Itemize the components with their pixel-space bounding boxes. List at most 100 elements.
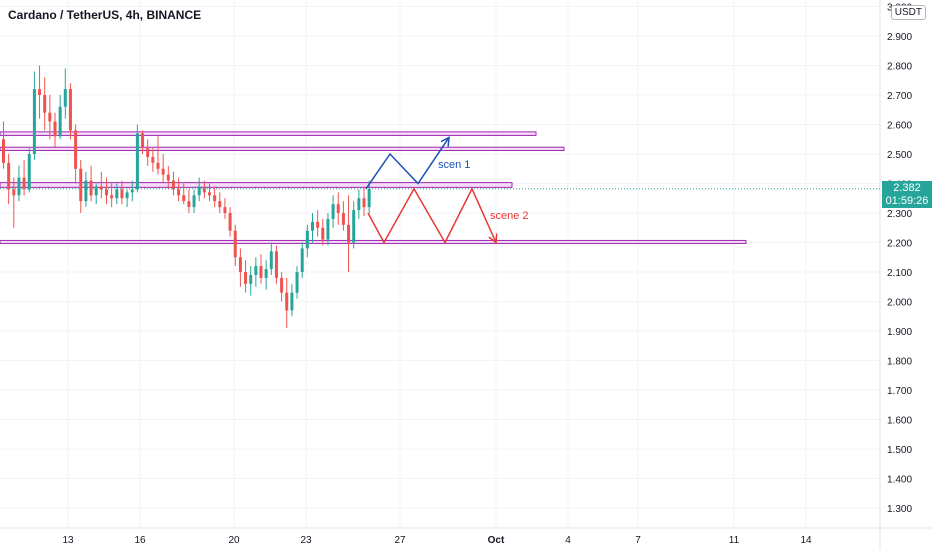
y-tick-label: 2.700 — [887, 91, 912, 102]
candle-body[interactable] — [99, 186, 103, 190]
y-tick-label: 1.400 — [887, 475, 912, 486]
x-tick-label: Oct — [488, 535, 505, 546]
candle-body[interactable] — [58, 106, 62, 137]
candle-body[interactable] — [192, 195, 196, 208]
candle-body[interactable] — [89, 180, 93, 196]
candle-body[interactable] — [218, 201, 222, 208]
candle-body[interactable] — [208, 192, 211, 196]
candle-body[interactable] — [295, 272, 299, 293]
candle-body[interactable] — [305, 230, 309, 249]
candle-body[interactable] — [357, 198, 361, 211]
candle-body[interactable] — [223, 207, 227, 213]
candle-body[interactable] — [264, 269, 268, 278]
candle-body[interactable] — [182, 195, 186, 202]
candle-body[interactable] — [63, 89, 67, 107]
candle-body[interactable] — [151, 156, 155, 163]
candle-body[interactable] — [285, 292, 289, 311]
candle-body[interactable] — [316, 221, 320, 228]
candle-body[interactable] — [17, 177, 21, 196]
candle-body[interactable] — [135, 133, 139, 190]
support-resistance-zone[interactable] — [0, 131, 537, 136]
y-tick-label: 2.800 — [887, 62, 912, 73]
candle-body[interactable] — [12, 189, 16, 196]
candle-body[interactable] — [74, 130, 78, 169]
candle-body[interactable] — [238, 257, 242, 272]
candle-body[interactable] — [300, 248, 304, 272]
support-resistance-zone[interactable] — [0, 146, 565, 151]
candle-body[interactable] — [105, 189, 108, 196]
candle-body[interactable] — [311, 221, 314, 231]
scenario-arrow-head — [488, 233, 498, 244]
x-tick-label: 20 — [228, 535, 240, 546]
candle-body[interactable] — [120, 189, 124, 199]
x-tick-label: 27 — [394, 535, 406, 546]
candle-body[interactable] — [43, 95, 47, 113]
y-tick-label: 2.200 — [887, 239, 912, 250]
candle-body[interactable] — [228, 213, 232, 231]
scenario-path[interactable] — [367, 187, 497, 245]
candle-body[interactable] — [202, 186, 206, 193]
x-tick-label: 4 — [565, 535, 571, 546]
candle-body[interactable] — [280, 277, 284, 293]
candle-body[interactable] — [326, 218, 330, 240]
y-tick-label: 1.300 — [887, 504, 912, 515]
candle-body[interactable] — [94, 186, 98, 196]
candle-body[interactable] — [347, 224, 351, 243]
candle-body[interactable] — [27, 154, 31, 190]
candle-body[interactable] — [125, 192, 129, 199]
candle-body[interactable] — [331, 204, 335, 219]
last-price-value: 2.382 — [893, 182, 921, 194]
y-tick-label: 2.000 — [887, 298, 912, 309]
candle-body[interactable] — [197, 186, 201, 196]
candle-body[interactable] — [321, 227, 325, 240]
scenario-label: scen 1 — [438, 159, 470, 171]
candle-body[interactable] — [161, 168, 165, 175]
candle-body[interactable] — [362, 198, 366, 208]
candle-body[interactable] — [156, 162, 160, 169]
x-tick-label: 23 — [300, 535, 312, 546]
candle-body[interactable] — [274, 251, 278, 278]
candle-body[interactable] — [130, 189, 134, 193]
y-tick-label: 1.500 — [887, 445, 912, 456]
x-tick-label: 14 — [800, 535, 812, 546]
candle-body[interactable] — [259, 266, 263, 278]
candle-body[interactable] — [367, 188, 371, 208]
candle-body[interactable] — [110, 195, 114, 199]
candle-body[interactable] — [115, 189, 119, 199]
y-tick-label: 2.900 — [887, 32, 912, 43]
candle-body[interactable] — [84, 180, 88, 202]
candle-body[interactable] — [166, 174, 170, 181]
support-resistance-zone[interactable] — [0, 239, 747, 244]
candle-body[interactable] — [146, 148, 150, 157]
candle-body[interactable] — [249, 274, 253, 284]
candle-body[interactable] — [2, 139, 5, 163]
candle-body[interactable] — [22, 177, 26, 190]
candle-body[interactable] — [187, 201, 191, 208]
y-tick-label: 1.800 — [887, 357, 912, 368]
candle-body[interactable] — [254, 266, 258, 275]
candle-body[interactable] — [269, 251, 273, 270]
candle-body[interactable] — [177, 189, 181, 196]
candle-body[interactable] — [233, 230, 237, 258]
candle-body[interactable] — [79, 168, 83, 202]
candle-body[interactable] — [32, 89, 36, 154]
candle-body[interactable] — [213, 195, 217, 202]
support-resistance-zone[interactable] — [0, 182, 513, 188]
candle-body[interactable] — [53, 121, 57, 137]
candle-body[interactable] — [171, 180, 175, 190]
candle-body[interactable] — [7, 162, 11, 190]
candle-body[interactable] — [38, 89, 42, 95]
candle-body[interactable] — [341, 213, 345, 225]
candle-body[interactable] — [352, 210, 356, 243]
currency-selector[interactable]: USDT — [890, 5, 926, 20]
candle-body[interactable] — [68, 89, 72, 131]
candle-body[interactable] — [244, 272, 248, 284]
scenario-path[interactable] — [365, 137, 450, 190]
candle-body[interactable] — [336, 204, 340, 213]
candle-body[interactable] — [141, 133, 145, 149]
candle-body[interactable] — [48, 112, 52, 122]
candle-body[interactable] — [290, 292, 294, 311]
y-tick-label: 2.100 — [887, 268, 912, 279]
